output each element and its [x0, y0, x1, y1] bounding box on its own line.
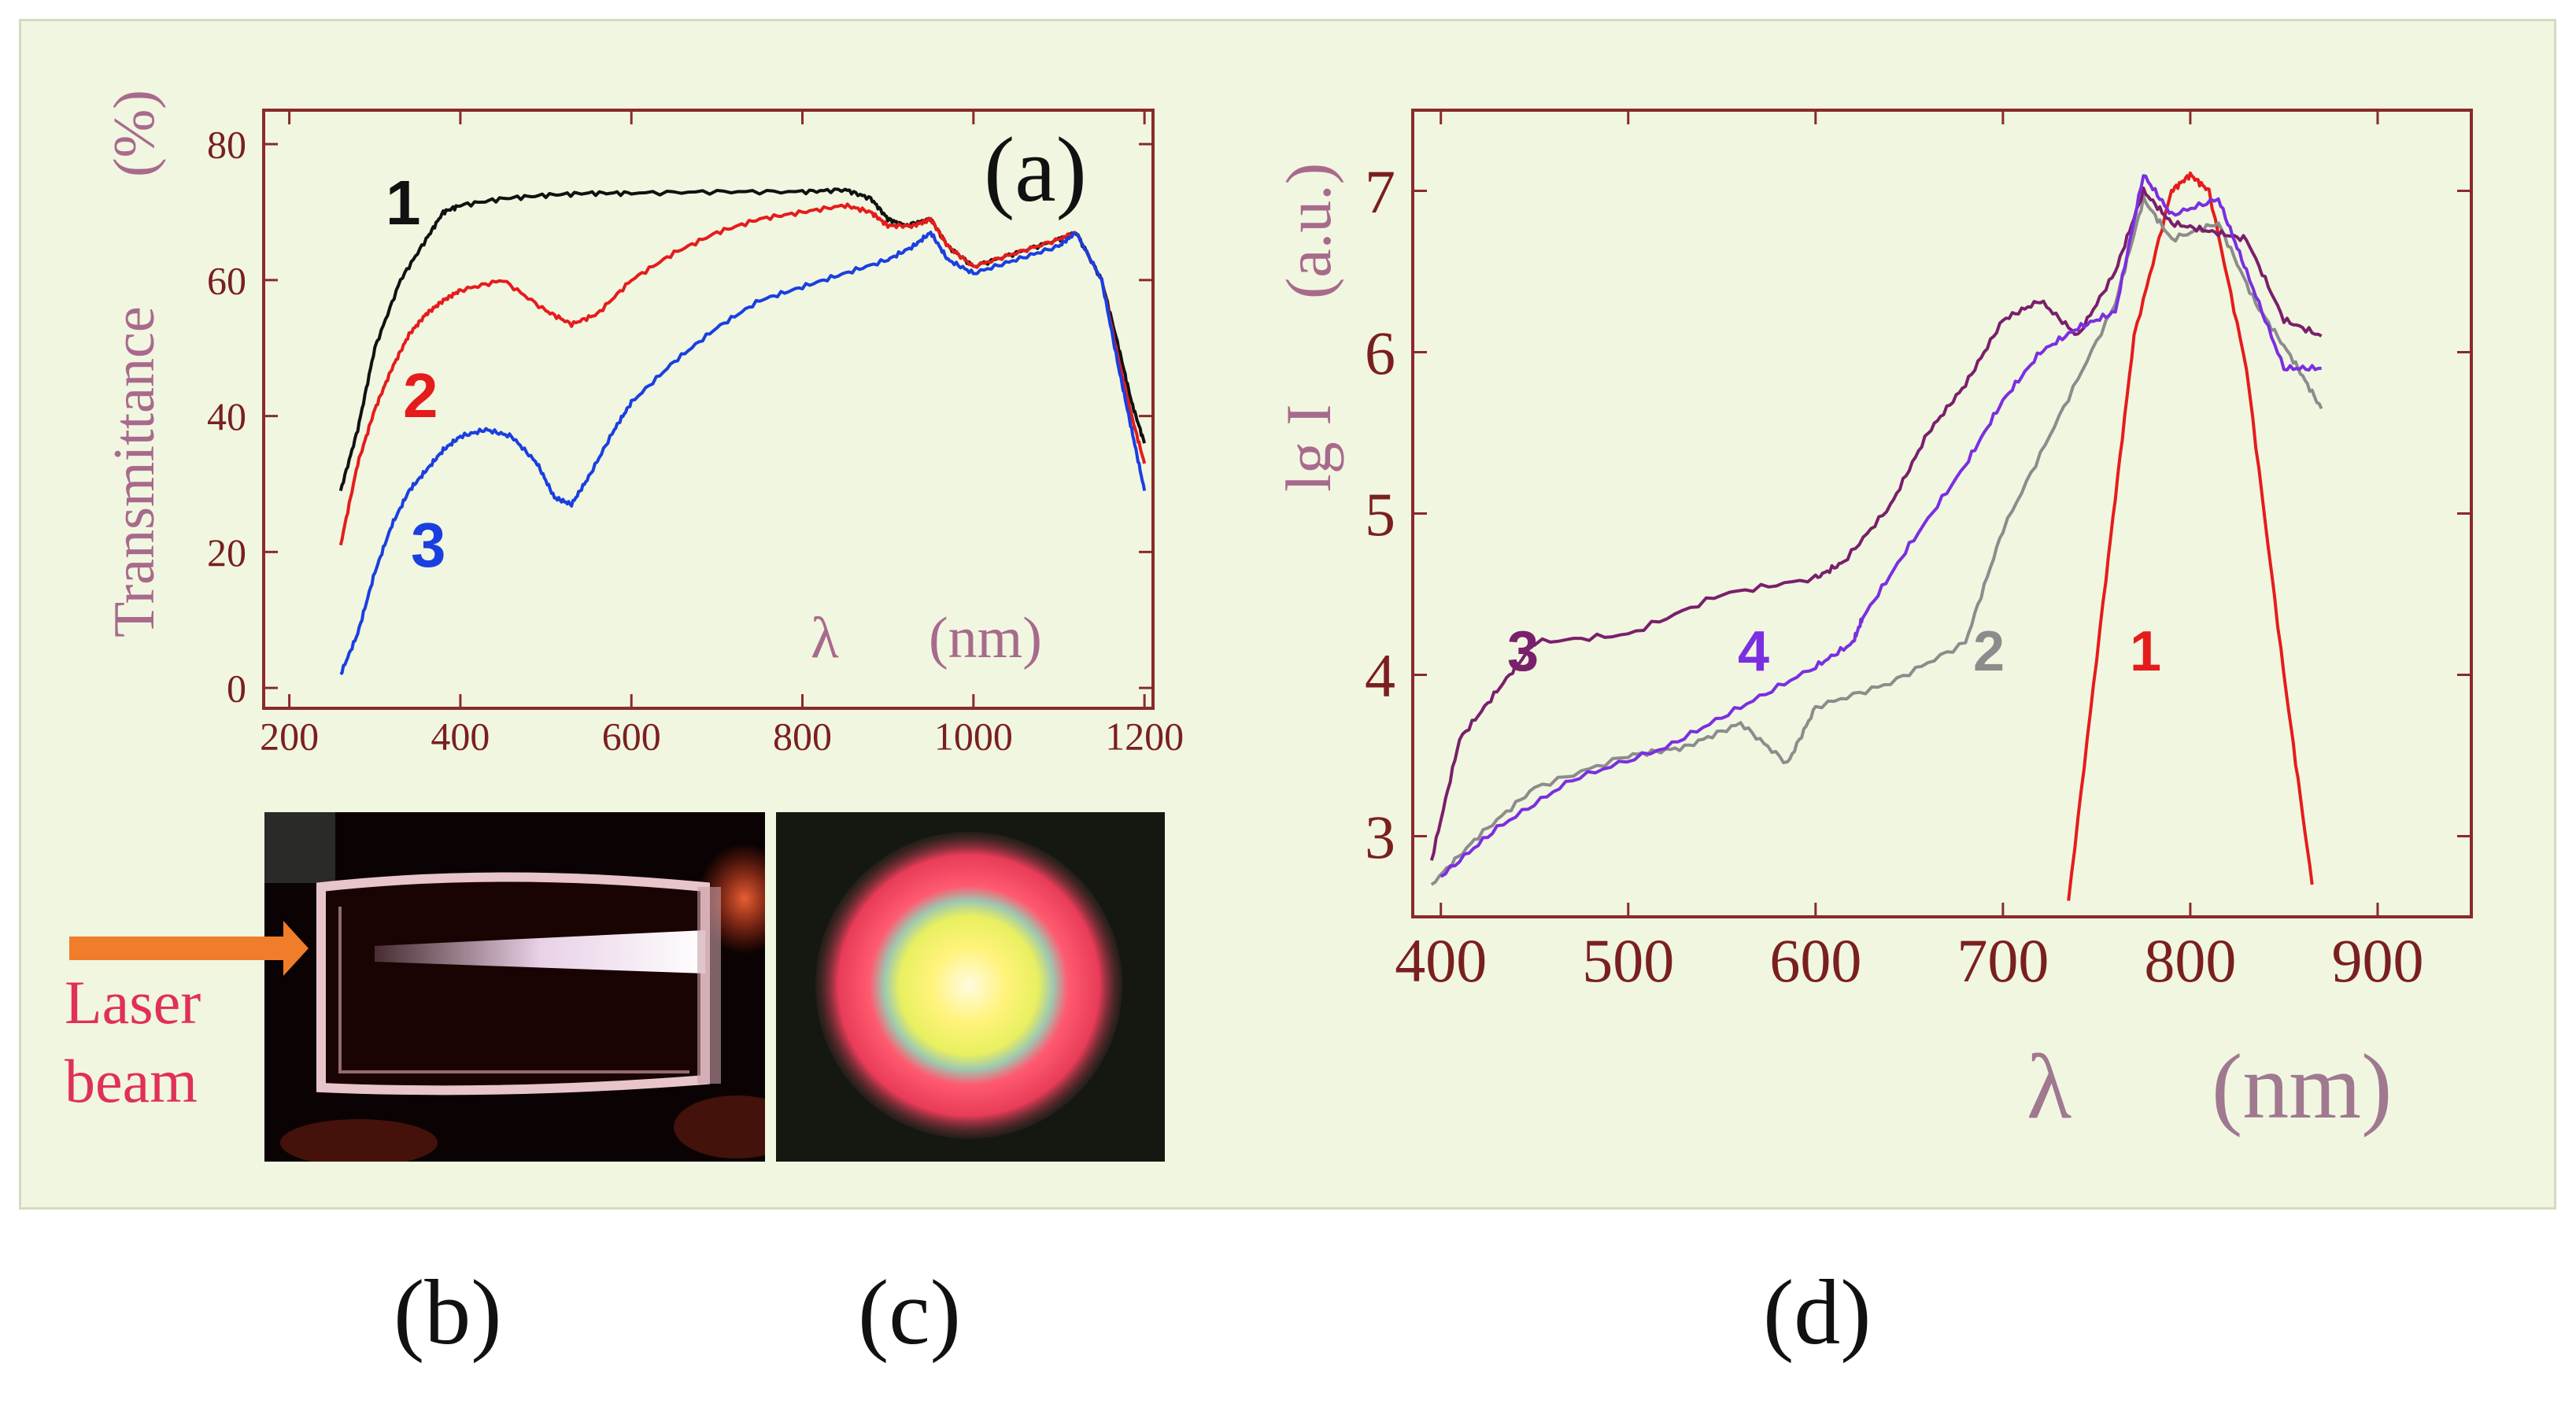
y-tick-label: 0 — [227, 667, 246, 711]
spot-photo-drawing — [815, 832, 1122, 1139]
curve-label-d1: 1 — [2130, 620, 2161, 683]
transmittance-curves — [338, 187, 1147, 676]
spectrum-x-symbol: λ — [2027, 1035, 2072, 1138]
series-line-2 — [338, 202, 1147, 546]
x-tick-label: 600 — [602, 715, 661, 759]
x-tick-label: 600 — [1769, 926, 1861, 995]
transmittance-x-symbol: λ — [811, 606, 839, 671]
caption-c: (c) — [858, 1261, 961, 1364]
series-line-1 — [338, 187, 1147, 492]
caption-b: (b) — [394, 1261, 502, 1364]
emission-spot-photo — [776, 812, 1165, 1162]
x-tick-label: 500 — [1582, 926, 1674, 995]
curve-label-d3: 3 — [1507, 620, 1539, 683]
series-line-3 — [339, 231, 1147, 676]
curve-label-a1: 1 — [386, 168, 421, 238]
transmittance-x-unit: (nm) — [929, 606, 1042, 671]
spectrum-y-ticks: 3 4 5 6 7 — [1365, 157, 2471, 871]
transmittance-x-ticks: 200 400 600 800 1000 1200 — [260, 110, 1184, 759]
spectrum-y-unit: (a.u.) — [1273, 163, 1344, 299]
laser-label-line2: beam — [65, 1047, 198, 1115]
curve-label-a2: 2 — [403, 360, 438, 430]
caption-d: (d) — [1763, 1261, 1872, 1364]
spectrum-chart: 400 500 600 700 800 900 3 4 5 6 7 λ (nm) lg I (a.… — [1273, 109, 2473, 1138]
y-tick-label: 40 — [207, 394, 246, 438]
y-tick-label: 20 — [207, 530, 246, 575]
y-tick-label: 60 — [207, 258, 246, 302]
y-tick-label: 80 — [207, 123, 246, 167]
y-tick-label: 6 — [1365, 319, 1395, 387]
x-tick-label: 1000 — [934, 715, 1013, 759]
spectrum-curves — [1429, 171, 2323, 901]
x-tick-label: 700 — [1957, 926, 2049, 995]
transmittance-y-label: Transmittance — [102, 306, 167, 637]
x-tick-label: 400 — [1395, 926, 1487, 995]
transmittance-plot-frame — [262, 109, 1155, 710]
spectrum-plot-frame — [1411, 109, 2473, 918]
series-line-3 — [1429, 187, 2323, 861]
y-tick-label: 7 — [1365, 157, 1395, 226]
y-tick-label: 3 — [1365, 803, 1395, 871]
series-line-4 — [1440, 174, 2322, 878]
transmittance-y-unit: (%) — [102, 90, 167, 177]
curve-label-a3: 3 — [411, 510, 446, 580]
sample-photo-drawing — [264, 812, 765, 1162]
x-tick-label: 400 — [431, 715, 490, 759]
x-tick-label: 1200 — [1105, 715, 1184, 759]
curve-label-d2: 2 — [1973, 620, 2005, 683]
x-tick-label: 200 — [260, 715, 319, 759]
panel-a-tag: (a) — [984, 118, 1087, 221]
transmittance-y-ticks: 0 20 40 60 80 — [207, 123, 1153, 711]
y-tick-label: 5 — [1365, 480, 1395, 549]
laser-arrow-icon — [69, 921, 309, 976]
spectrum-y-label: lg I — [1273, 404, 1344, 492]
x-tick-label: 800 — [2144, 926, 2236, 995]
x-tick-label: 900 — [2331, 926, 2423, 995]
x-tick-label: 800 — [773, 715, 832, 759]
y-tick-label: 4 — [1365, 641, 1395, 710]
spectrum-x-ticks: 400 500 600 700 800 900 — [1395, 110, 2423, 995]
spectrum-x-unit: (nm) — [2212, 1035, 2392, 1138]
laser-label-line1: Laser — [65, 968, 201, 1036]
transmittance-chart: 200 400 600 800 1000 1200 0 20 40 60 80 (a) λ (nm… — [102, 90, 1184, 758]
series-line-2 — [1430, 194, 2323, 886]
curve-label-d4: 4 — [1738, 620, 1769, 683]
series-line-1 — [2067, 171, 2314, 901]
laser-sample-photo — [264, 812, 765, 1162]
